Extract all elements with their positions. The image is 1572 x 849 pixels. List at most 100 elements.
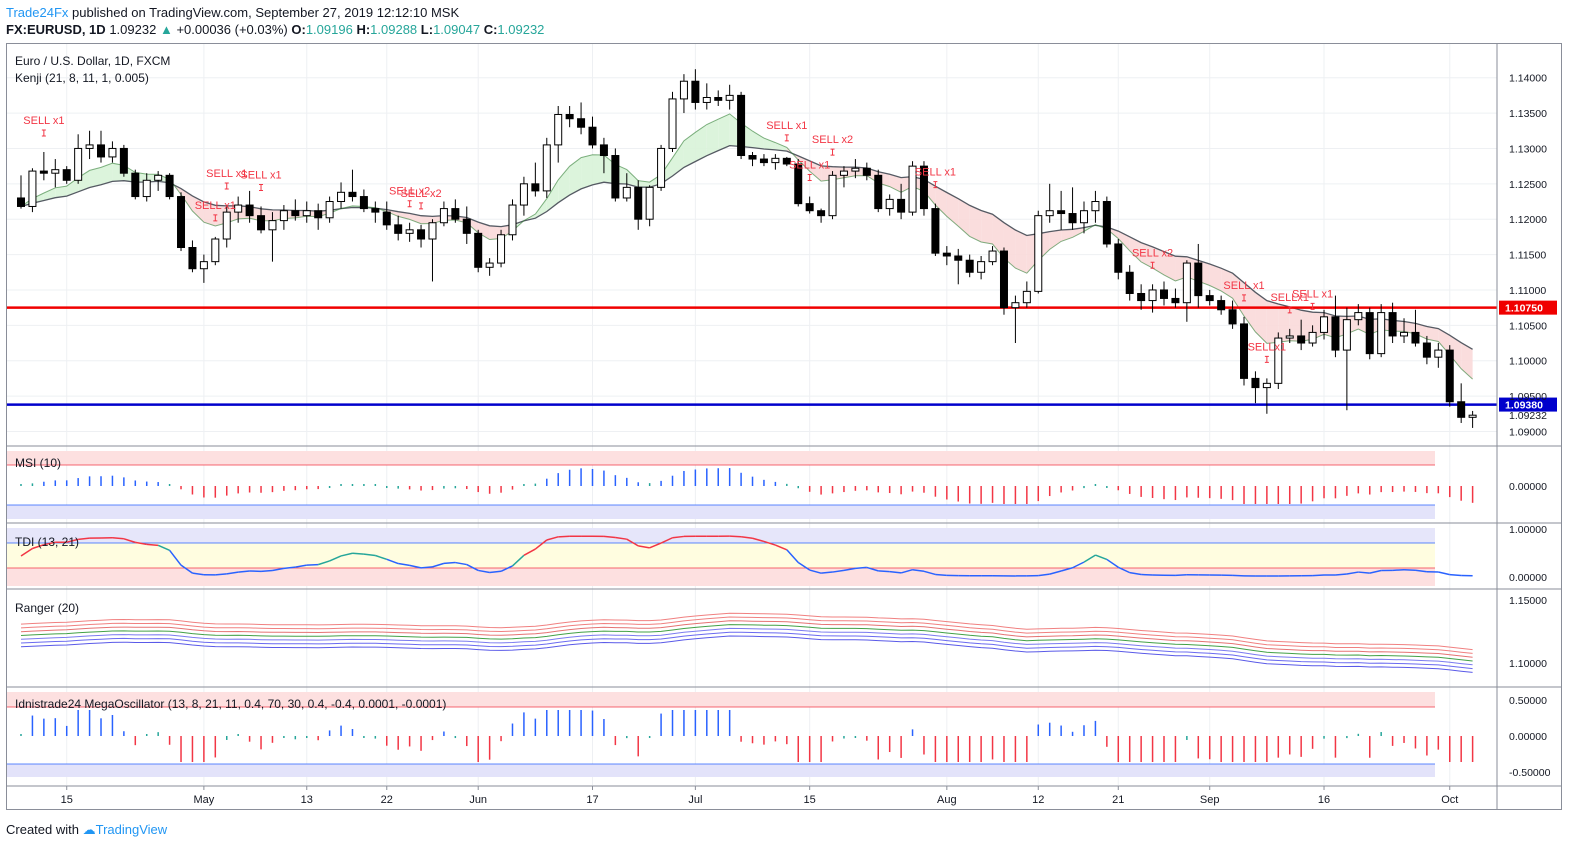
candle[interactable] bbox=[771, 157, 780, 164]
candle[interactable] bbox=[348, 191, 357, 198]
candle[interactable] bbox=[1091, 201, 1100, 212]
candle[interactable] bbox=[851, 167, 860, 172]
candle[interactable] bbox=[497, 234, 506, 264]
candle[interactable] bbox=[1205, 295, 1214, 302]
candle[interactable] bbox=[611, 155, 620, 199]
candle[interactable] bbox=[965, 259, 974, 273]
candle[interactable] bbox=[188, 247, 197, 270]
candle[interactable] bbox=[1342, 319, 1351, 351]
candle[interactable] bbox=[988, 250, 997, 263]
candle[interactable] bbox=[108, 147, 117, 158]
candle[interactable] bbox=[1125, 271, 1134, 294]
candle[interactable] bbox=[622, 186, 631, 199]
candle[interactable] bbox=[405, 229, 414, 234]
candle[interactable] bbox=[1308, 331, 1317, 344]
candle[interactable] bbox=[17, 197, 25, 207]
candle[interactable] bbox=[1354, 312, 1363, 321]
candle[interactable] bbox=[1194, 262, 1203, 297]
candle[interactable] bbox=[439, 208, 448, 224]
candle[interactable] bbox=[1011, 302, 1020, 309]
candle[interactable] bbox=[702, 97, 711, 103]
candle[interactable] bbox=[485, 262, 494, 268]
candle[interactable] bbox=[1217, 300, 1226, 311]
candle[interactable] bbox=[1365, 312, 1374, 355]
candle[interactable] bbox=[268, 220, 277, 231]
candle[interactable] bbox=[119, 147, 128, 174]
candle[interactable] bbox=[668, 98, 677, 149]
candle[interactable] bbox=[782, 157, 791, 165]
candle[interactable] bbox=[154, 174, 163, 181]
candle[interactable] bbox=[645, 186, 654, 220]
candle[interactable] bbox=[62, 169, 71, 181]
candle[interactable] bbox=[1422, 342, 1431, 358]
candle[interactable] bbox=[1045, 210, 1054, 217]
candle[interactable] bbox=[1377, 312, 1386, 355]
candle[interactable] bbox=[1160, 289, 1168, 299]
candle[interactable] bbox=[577, 118, 586, 128]
candle[interactable] bbox=[291, 210, 300, 217]
candle[interactable] bbox=[679, 80, 688, 100]
candle[interactable] bbox=[759, 158, 768, 164]
candle[interactable] bbox=[1034, 215, 1043, 292]
candle[interactable] bbox=[874, 174, 883, 210]
candle[interactable] bbox=[908, 165, 917, 213]
candle[interactable] bbox=[1262, 382, 1271, 389]
candle[interactable] bbox=[39, 170, 48, 174]
candle[interactable] bbox=[691, 80, 700, 103]
candle[interactable] bbox=[234, 204, 243, 213]
candle[interactable] bbox=[862, 167, 871, 176]
candle[interactable] bbox=[394, 224, 403, 234]
candle[interactable] bbox=[828, 174, 837, 217]
candle[interactable] bbox=[1102, 201, 1111, 245]
candle[interactable] bbox=[542, 144, 551, 192]
candle[interactable] bbox=[382, 211, 391, 226]
candle[interactable] bbox=[805, 203, 814, 212]
candle[interactable] bbox=[999, 250, 1008, 309]
candle[interactable] bbox=[1388, 312, 1397, 337]
candle[interactable] bbox=[1445, 349, 1454, 403]
candle[interactable] bbox=[1171, 297, 1180, 304]
candle[interactable] bbox=[1057, 210, 1066, 215]
candle[interactable] bbox=[428, 222, 437, 240]
candle[interactable] bbox=[1434, 349, 1443, 358]
publisher-link[interactable]: Trade24Fx bbox=[6, 5, 69, 20]
candle[interactable] bbox=[211, 238, 220, 263]
tradingview-logo-icon[interactable]: ☁ bbox=[82, 822, 96, 837]
candle[interactable] bbox=[1331, 316, 1340, 351]
candle[interactable] bbox=[462, 218, 471, 234]
candle[interactable] bbox=[28, 170, 37, 207]
candle[interactable] bbox=[1148, 289, 1157, 302]
candle[interactable] bbox=[1228, 309, 1237, 325]
candle[interactable] bbox=[588, 126, 597, 146]
candle[interactable] bbox=[954, 255, 963, 261]
candle[interactable] bbox=[1079, 210, 1088, 224]
candle[interactable] bbox=[325, 201, 334, 219]
candle[interactable] bbox=[748, 155, 757, 160]
candle[interactable] bbox=[222, 211, 231, 240]
candle[interactable] bbox=[1240, 323, 1249, 379]
candle[interactable] bbox=[714, 97, 723, 101]
candle[interactable] bbox=[1114, 243, 1123, 273]
candle[interactable] bbox=[74, 147, 83, 181]
candle[interactable] bbox=[737, 94, 746, 157]
candle[interactable] bbox=[554, 113, 563, 146]
candle[interactable] bbox=[474, 232, 483, 268]
candle[interactable] bbox=[359, 196, 368, 210]
candle[interactable] bbox=[371, 208, 380, 213]
candle[interactable] bbox=[519, 183, 528, 206]
candle[interactable] bbox=[725, 94, 734, 101]
candle[interactable] bbox=[1400, 331, 1409, 337]
candle[interactable] bbox=[897, 198, 906, 213]
candle[interactable] bbox=[279, 210, 288, 222]
candle[interactable] bbox=[451, 208, 460, 220]
candle[interactable] bbox=[1468, 414, 1477, 418]
candle[interactable] bbox=[1285, 335, 1294, 339]
candle[interactable] bbox=[657, 147, 666, 188]
candle[interactable] bbox=[245, 204, 254, 217]
candle[interactable] bbox=[885, 198, 894, 210]
candle[interactable] bbox=[1137, 292, 1146, 302]
candle[interactable] bbox=[337, 191, 346, 203]
candle[interactable] bbox=[131, 172, 140, 198]
candle[interactable] bbox=[1457, 401, 1466, 418]
